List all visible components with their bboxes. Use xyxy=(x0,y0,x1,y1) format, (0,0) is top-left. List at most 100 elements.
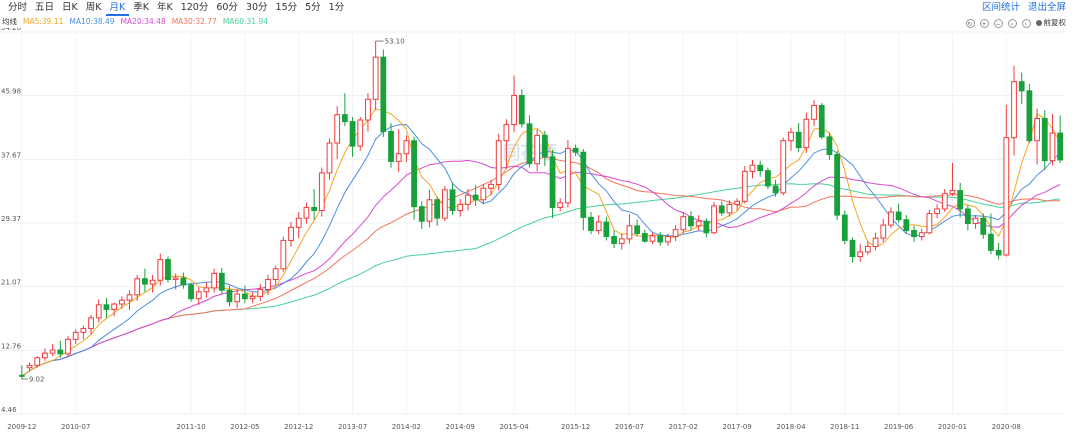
period-tab[interactable]: 月K xyxy=(105,2,130,16)
adjust-selector[interactable]: 前复权 xyxy=(1035,18,1066,28)
period-tab[interactable]: 分时 xyxy=(8,2,28,13)
candle-body xyxy=(903,219,910,231)
kline-chart[interactable]: 54.28 45.98 37.67 29.37 21.07 12.76 4.46 2009-1… xyxy=(0,28,1080,437)
candle xyxy=(249,291,256,304)
candle-body xyxy=(372,56,379,100)
candle-body xyxy=(95,304,102,319)
candle xyxy=(1041,110,1048,170)
candle xyxy=(295,212,302,239)
ma20-label: MA20:34.48 xyxy=(120,17,166,26)
period-tab[interactable]: 五日 xyxy=(35,2,55,13)
candle-body xyxy=(149,279,156,285)
high-annotation: 53.10 xyxy=(385,38,405,46)
candle xyxy=(103,297,110,318)
candle-body xyxy=(795,131,802,149)
candle-body xyxy=(1003,137,1010,256)
candle xyxy=(157,253,164,286)
candle-body xyxy=(557,202,564,208)
candle-body xyxy=(826,136,833,156)
candle xyxy=(242,285,248,304)
candle xyxy=(465,189,471,211)
candle-body xyxy=(403,140,410,155)
candle-body xyxy=(880,224,887,239)
candle-body xyxy=(534,134,541,165)
candle-body xyxy=(26,364,33,369)
candle-body xyxy=(357,119,364,147)
candle xyxy=(880,218,887,242)
ma30-line xyxy=(21,156,1061,377)
candle-body xyxy=(680,216,687,231)
candle-body xyxy=(457,203,464,212)
period-tab[interactable]: 15分 xyxy=(275,2,298,13)
period-tab[interactable]: 周K xyxy=(85,2,102,13)
zoom-in-icon[interactable]: + xyxy=(979,18,989,28)
candle-body xyxy=(934,208,940,215)
candle xyxy=(911,225,917,242)
period-tab[interactable]: 60分 xyxy=(216,2,238,13)
zoom-out-icon[interactable]: − xyxy=(993,18,1003,28)
y-tick-label: 21.07 xyxy=(1,279,21,287)
candle-body xyxy=(288,226,294,241)
candle xyxy=(634,219,641,237)
period-tab[interactable]: 日K xyxy=(62,2,78,13)
candle xyxy=(403,135,410,163)
candle xyxy=(511,75,517,133)
candle xyxy=(611,230,617,249)
reset-icon[interactable]: ↻ xyxy=(965,18,975,28)
candle xyxy=(841,210,848,245)
range-stats-link[interactable]: 区间统计 xyxy=(981,2,1020,13)
period-tab[interactable]: 1分 xyxy=(328,2,345,13)
candle xyxy=(857,244,864,262)
candle-body xyxy=(1034,117,1040,142)
period-tab[interactable]: 年K xyxy=(156,2,173,13)
candle-body xyxy=(211,272,218,289)
candle xyxy=(134,274,141,301)
candle-body xyxy=(772,185,779,194)
exit-fullscreen-link[interactable]: 退出全屏 xyxy=(1027,2,1066,13)
candle xyxy=(149,274,156,293)
period-tab[interactable]: 120分 xyxy=(180,2,209,13)
pan-right-icon[interactable]: › xyxy=(1021,18,1031,28)
candle-body xyxy=(495,140,502,185)
candle xyxy=(741,166,748,204)
candle xyxy=(995,242,1002,260)
y-tick-label: 12.76 xyxy=(1,342,22,350)
candle-body xyxy=(811,104,817,120)
candle-body xyxy=(757,164,764,172)
candle-body xyxy=(788,131,794,142)
ma-legend: 均线 MA5:39.11 MA10:38.49 MA20:34.48 MA30:… xyxy=(2,17,268,27)
ma5-line xyxy=(21,108,1061,377)
period-tab[interactable]: 季K xyxy=(133,2,149,13)
candle-body xyxy=(303,206,310,219)
candle xyxy=(934,204,940,219)
y-tick-label: 37.67 xyxy=(1,151,21,159)
pan-left-icon[interactable]: ‹ xyxy=(1007,18,1017,28)
candle xyxy=(988,213,994,255)
candle-body xyxy=(111,303,118,310)
adjust-dot-icon xyxy=(1035,20,1042,26)
candle xyxy=(1049,113,1056,166)
candle-body xyxy=(565,147,571,204)
candle xyxy=(341,93,348,127)
candle xyxy=(303,202,310,224)
x-tick-label: 2015-12 xyxy=(561,423,590,431)
candle-body xyxy=(42,352,48,359)
candle-body xyxy=(165,259,171,281)
candle xyxy=(165,256,171,283)
candle-body xyxy=(88,317,94,330)
period-tab[interactable]: 5分 xyxy=(305,2,321,13)
candle-body xyxy=(595,221,602,231)
candle xyxy=(1018,72,1025,104)
candle-body xyxy=(295,217,302,228)
candle xyxy=(142,268,148,292)
candle-body xyxy=(511,94,517,126)
candle-body xyxy=(957,190,964,210)
candle-body xyxy=(134,278,141,296)
candle-body xyxy=(603,221,610,238)
candle-body xyxy=(434,199,441,219)
candle-body xyxy=(541,134,548,158)
candle-body xyxy=(649,235,656,242)
period-tab[interactable]: 30分 xyxy=(245,2,268,13)
candle-body xyxy=(265,279,271,290)
candle-body xyxy=(172,277,179,281)
